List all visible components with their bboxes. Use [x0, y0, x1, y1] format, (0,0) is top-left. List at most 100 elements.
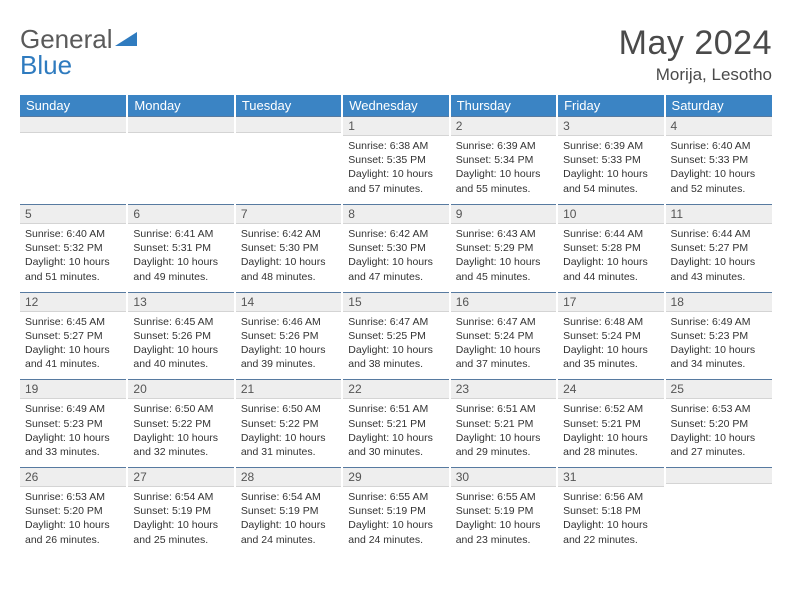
sunrise-text: Sunrise: 6:50 AM	[241, 402, 336, 416]
daylight-text: Daylight: 10 hours and 51 minutes.	[25, 255, 121, 283]
day-number: 18	[666, 292, 772, 312]
day-number: 16	[451, 292, 556, 312]
daylight-text: Daylight: 10 hours and 54 minutes.	[563, 167, 658, 195]
sunrise-text: Sunrise: 6:49 AM	[671, 315, 767, 329]
day-info: Sunrise: 6:53 AMSunset: 5:20 PMDaylight:…	[20, 487, 126, 551]
day-info: Sunrise: 6:39 AMSunset: 5:34 PMDaylight:…	[451, 136, 556, 200]
day-info: Sunrise: 6:55 AMSunset: 5:19 PMDaylight:…	[343, 487, 448, 551]
calendar-week-row: 12Sunrise: 6:45 AMSunset: 5:27 PMDayligh…	[20, 290, 772, 378]
sunset-text: Sunset: 5:21 PM	[348, 417, 443, 431]
day-number: 11	[666, 204, 772, 224]
sunrise-text: Sunrise: 6:39 AM	[563, 139, 658, 153]
weekday-header: Sunday	[20, 95, 127, 116]
calendar-day-cell: 22Sunrise: 6:51 AMSunset: 5:21 PMDayligh…	[342, 377, 449, 465]
calendar-day-cell: 16Sunrise: 6:47 AMSunset: 5:24 PMDayligh…	[450, 290, 557, 378]
sunset-text: Sunset: 5:30 PM	[348, 241, 443, 255]
daylight-text: Daylight: 10 hours and 26 minutes.	[25, 518, 121, 546]
daylight-text: Daylight: 10 hours and 28 minutes.	[563, 431, 658, 459]
day-number: 9	[451, 204, 556, 224]
daylight-text: Daylight: 10 hours and 47 minutes.	[348, 255, 443, 283]
sunset-text: Sunset: 5:19 PM	[348, 504, 443, 518]
day-info: Sunrise: 6:50 AMSunset: 5:22 PMDaylight:…	[128, 399, 233, 463]
daylight-text: Daylight: 10 hours and 24 minutes.	[241, 518, 336, 546]
day-number: 15	[343, 292, 448, 312]
day-info: Sunrise: 6:49 AMSunset: 5:23 PMDaylight:…	[666, 312, 772, 376]
calendar-week-row: 5Sunrise: 6:40 AMSunset: 5:32 PMDaylight…	[20, 202, 772, 290]
day-info: Sunrise: 6:47 AMSunset: 5:24 PMDaylight:…	[451, 312, 556, 376]
sunrise-text: Sunrise: 6:39 AM	[456, 139, 551, 153]
day-info: Sunrise: 6:40 AMSunset: 5:33 PMDaylight:…	[666, 136, 772, 200]
daylight-text: Daylight: 10 hours and 44 minutes.	[563, 255, 658, 283]
day-info: Sunrise: 6:52 AMSunset: 5:21 PMDaylight:…	[558, 399, 663, 463]
day-info: Sunrise: 6:50 AMSunset: 5:22 PMDaylight:…	[236, 399, 341, 463]
weekday-header: Wednesday	[342, 95, 449, 116]
calendar-day-cell: 17Sunrise: 6:48 AMSunset: 5:24 PMDayligh…	[557, 290, 664, 378]
day-info: Sunrise: 6:41 AMSunset: 5:31 PMDaylight:…	[128, 224, 233, 288]
sunrise-text: Sunrise: 6:52 AM	[563, 402, 658, 416]
day-info: Sunrise: 6:47 AMSunset: 5:25 PMDaylight:…	[343, 312, 448, 376]
day-number: 25	[666, 379, 772, 399]
day-number: 20	[128, 379, 233, 399]
day-info: Sunrise: 6:51 AMSunset: 5:21 PMDaylight:…	[343, 399, 448, 463]
sunrise-text: Sunrise: 6:55 AM	[348, 490, 443, 504]
sunset-text: Sunset: 5:26 PM	[241, 329, 336, 343]
calendar-day-cell: 30Sunrise: 6:55 AMSunset: 5:19 PMDayligh…	[450, 465, 557, 553]
calendar-day-cell: 29Sunrise: 6:55 AMSunset: 5:19 PMDayligh…	[342, 465, 449, 553]
calendar-day-cell: 26Sunrise: 6:53 AMSunset: 5:20 PMDayligh…	[20, 465, 127, 553]
daylight-text: Daylight: 10 hours and 40 minutes.	[133, 343, 228, 371]
calendar-week-row: 26Sunrise: 6:53 AMSunset: 5:20 PMDayligh…	[20, 465, 772, 553]
sunrise-text: Sunrise: 6:44 AM	[563, 227, 658, 241]
day-number: 26	[20, 467, 126, 487]
sunset-text: Sunset: 5:23 PM	[671, 329, 767, 343]
calendar-day-cell: 27Sunrise: 6:54 AMSunset: 5:19 PMDayligh…	[127, 465, 234, 553]
day-number: 1	[343, 116, 448, 136]
sunrise-text: Sunrise: 6:51 AM	[456, 402, 551, 416]
sunset-text: Sunset: 5:21 PM	[456, 417, 551, 431]
sunrise-text: Sunrise: 6:40 AM	[671, 139, 767, 153]
title-block: May 2024 Morija, Lesotho	[619, 24, 772, 85]
sunrise-text: Sunrise: 6:44 AM	[671, 227, 767, 241]
sunrise-text: Sunrise: 6:45 AM	[25, 315, 121, 329]
calendar-day-cell: 13Sunrise: 6:45 AMSunset: 5:26 PMDayligh…	[127, 290, 234, 378]
day-info: Sunrise: 6:55 AMSunset: 5:19 PMDaylight:…	[451, 487, 556, 551]
calendar-day-cell: 10Sunrise: 6:44 AMSunset: 5:28 PMDayligh…	[557, 202, 664, 290]
calendar-day-cell: 31Sunrise: 6:56 AMSunset: 5:18 PMDayligh…	[557, 465, 664, 553]
daylight-text: Daylight: 10 hours and 22 minutes.	[563, 518, 658, 546]
daylight-text: Daylight: 10 hours and 43 minutes.	[671, 255, 767, 283]
sunset-text: Sunset: 5:22 PM	[133, 417, 228, 431]
calendar-day-cell: 5Sunrise: 6:40 AMSunset: 5:32 PMDaylight…	[20, 202, 127, 290]
day-number: 8	[343, 204, 448, 224]
daylight-text: Daylight: 10 hours and 32 minutes.	[133, 431, 228, 459]
sunrise-text: Sunrise: 6:55 AM	[456, 490, 551, 504]
daylight-text: Daylight: 10 hours and 41 minutes.	[25, 343, 121, 371]
sunset-text: Sunset: 5:28 PM	[563, 241, 658, 255]
day-info: Sunrise: 6:54 AMSunset: 5:19 PMDaylight:…	[236, 487, 341, 551]
day-info: Sunrise: 6:43 AMSunset: 5:29 PMDaylight:…	[451, 224, 556, 288]
sunset-text: Sunset: 5:19 PM	[241, 504, 336, 518]
calendar-day-cell: 24Sunrise: 6:52 AMSunset: 5:21 PMDayligh…	[557, 377, 664, 465]
calendar-day-cell	[127, 116, 234, 202]
day-number: 13	[128, 292, 233, 312]
sunset-text: Sunset: 5:19 PM	[133, 504, 228, 518]
sunrise-text: Sunrise: 6:49 AM	[25, 402, 121, 416]
sunset-text: Sunset: 5:26 PM	[133, 329, 228, 343]
sunset-text: Sunset: 5:22 PM	[241, 417, 336, 431]
calendar-day-cell: 6Sunrise: 6:41 AMSunset: 5:31 PMDaylight…	[127, 202, 234, 290]
sunrise-text: Sunrise: 6:38 AM	[348, 139, 443, 153]
header: General May 2024 Morija, Lesotho	[20, 24, 772, 85]
calendar-day-cell: 14Sunrise: 6:46 AMSunset: 5:26 PMDayligh…	[235, 290, 342, 378]
day-number: 21	[236, 379, 341, 399]
sunset-text: Sunset: 5:32 PM	[25, 241, 121, 255]
sunrise-text: Sunrise: 6:42 AM	[348, 227, 443, 241]
calendar-day-cell: 7Sunrise: 6:42 AMSunset: 5:30 PMDaylight…	[235, 202, 342, 290]
weekday-header: Friday	[557, 95, 664, 116]
sunset-text: Sunset: 5:30 PM	[241, 241, 336, 255]
sunrise-text: Sunrise: 6:50 AM	[133, 402, 228, 416]
day-info: Sunrise: 6:45 AMSunset: 5:26 PMDaylight:…	[128, 312, 233, 376]
day-number: 23	[451, 379, 556, 399]
day-number: 31	[558, 467, 663, 487]
daylight-text: Daylight: 10 hours and 57 minutes.	[348, 167, 443, 195]
calendar-day-cell: 2Sunrise: 6:39 AMSunset: 5:34 PMDaylight…	[450, 116, 557, 202]
location: Morija, Lesotho	[619, 65, 772, 85]
calendar-week-row: 19Sunrise: 6:49 AMSunset: 5:23 PMDayligh…	[20, 377, 772, 465]
